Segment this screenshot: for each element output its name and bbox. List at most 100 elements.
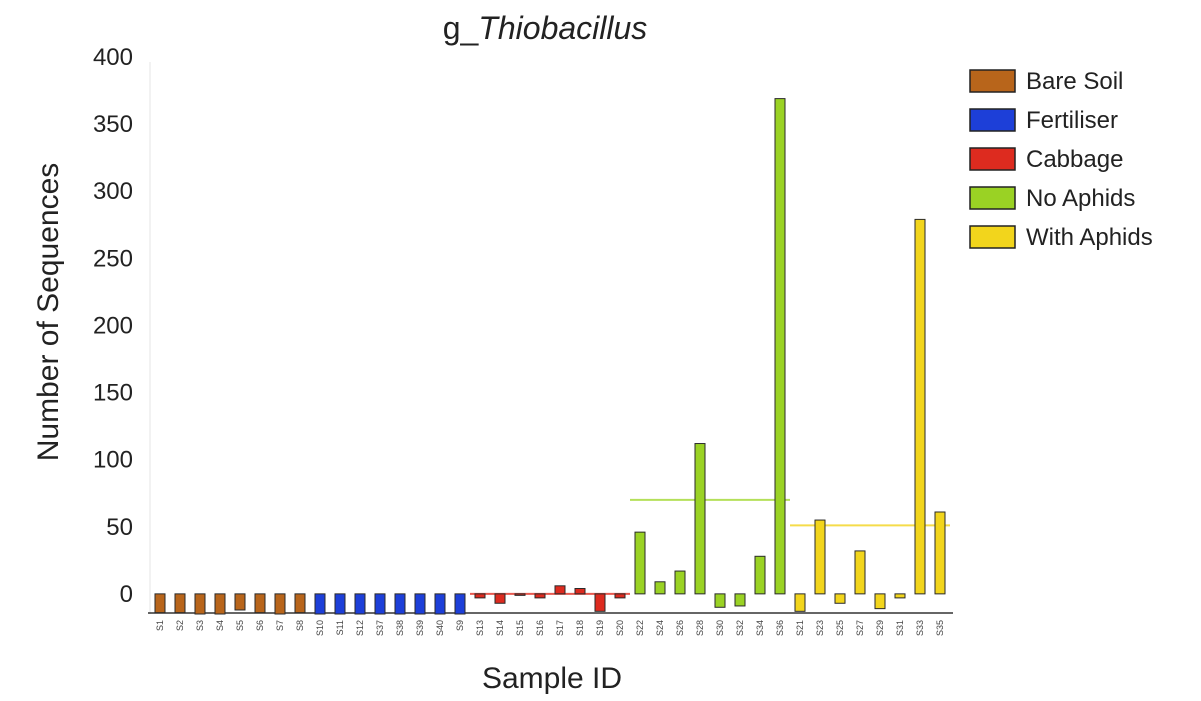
x-axis-label: Sample ID — [482, 662, 622, 695]
x-tick-label: S34 — [755, 620, 765, 636]
bar-s1 — [154, 593, 166, 614]
bar-s22 — [634, 531, 646, 595]
y-tick-label: 400 — [93, 44, 133, 71]
bar-s24 — [654, 581, 666, 595]
legend-swatch-cabbage — [969, 147, 1016, 171]
bar-s32 — [734, 593, 746, 607]
bar-s26 — [674, 570, 686, 595]
bar-s14 — [494, 593, 506, 604]
group-mean-lines — [470, 498, 950, 595]
x-tick-label: S25 — [835, 620, 845, 636]
legend-swatch-fertiliser — [969, 108, 1016, 132]
y-tick-label: 300 — [93, 178, 133, 205]
legend-label-no-aphids: No Aphids — [1026, 185, 1135, 212]
bar-s29 — [874, 593, 886, 610]
y-tick-label: 350 — [93, 111, 133, 138]
x-tick-label: S11 — [335, 620, 345, 635]
bar-s17 — [554, 585, 566, 595]
bar-s11 — [334, 593, 346, 615]
bar-s13 — [474, 593, 486, 599]
x-tick-label: S15 — [515, 620, 525, 636]
x-tick-label: S29 — [875, 620, 885, 636]
x-tick-label: S1 — [155, 620, 165, 631]
y-tick-label: 250 — [93, 245, 133, 272]
bar-s20 — [614, 593, 626, 599]
x-tick-label: S14 — [495, 620, 505, 636]
bar-s4 — [214, 593, 226, 615]
x-tick-label: S16 — [535, 620, 545, 636]
bar-s10 — [314, 593, 326, 615]
bar-s2 — [174, 593, 186, 614]
y-axis-label: Number of Sequences — [32, 163, 65, 462]
bar-s5 — [234, 593, 246, 611]
bar-s37 — [374, 593, 386, 615]
chart-title-prefix: g_ — [443, 10, 480, 46]
x-tick-label: S36 — [775, 620, 785, 636]
bar-s38 — [394, 593, 406, 615]
bar-s9 — [454, 593, 466, 615]
bar-s16 — [534, 593, 546, 599]
y-tick-label: 0 — [120, 581, 133, 608]
y-tick-label: 50 — [106, 514, 133, 541]
bar-s25 — [834, 593, 846, 604]
x-tick-label: S5 — [235, 620, 245, 631]
bar-s18 — [574, 588, 586, 595]
x-tick-label: S10 — [315, 620, 325, 636]
x-tick-label: S8 — [295, 620, 305, 631]
x-tick-label: S20 — [615, 620, 625, 636]
x-tick-label: S28 — [695, 620, 705, 636]
x-tick-label: S18 — [575, 620, 585, 636]
x-tick-label: S2 — [175, 620, 185, 631]
x-tick-label: S24 — [655, 620, 665, 636]
bar-s19 — [594, 593, 606, 612]
bar-s40 — [434, 593, 446, 615]
x-tick-label: S21 — [795, 620, 805, 636]
x-tick-label: S4 — [215, 620, 225, 631]
y-tick-label: 200 — [93, 312, 133, 339]
bar-s8 — [294, 593, 306, 614]
y-tick-label: 150 — [93, 380, 133, 407]
x-tick-label: S3 — [195, 620, 205, 631]
y-tick-label: 100 — [93, 447, 133, 474]
bar-s27 — [854, 550, 866, 595]
x-tick-label: S26 — [675, 620, 685, 636]
bar-s28 — [694, 443, 706, 595]
legend-label-bare-soil: Bare Soil — [1026, 68, 1123, 95]
x-tick-label: S6 — [255, 620, 265, 631]
legend-swatch-bare-soil — [969, 69, 1016, 93]
chart-title-genus: Thiobacillus — [478, 10, 647, 46]
x-tick-label: S22 — [635, 620, 645, 636]
x-tick-label: S12 — [355, 620, 365, 636]
bar-s23 — [814, 519, 826, 595]
x-tick-label: S35 — [935, 620, 945, 636]
x-tick-label: S19 — [595, 620, 605, 636]
y-axis-ticks: 0 50 100 150 200 250 300 350 400 — [93, 44, 133, 608]
bar-s30 — [714, 593, 726, 608]
x-axis-ticks: S1 S2 S3 S4 S5 S6 S7 S8 S10 S11 S12 S37 S38 S39 S40 S9 S… — [155, 620, 945, 636]
x-tick-label: S30 — [715, 620, 725, 636]
legend-swatch-with-aphids — [969, 225, 1016, 249]
bar-s15 — [514, 593, 526, 596]
legend-swatch-no-aphids — [969, 186, 1016, 210]
bar-s7 — [274, 593, 286, 615]
x-tick-label: S37 — [375, 620, 385, 636]
x-tick-label: S40 — [435, 620, 445, 636]
bar-s12 — [354, 593, 366, 615]
bar-s39 — [414, 593, 426, 615]
x-tick-label: S39 — [415, 620, 425, 636]
bar-s34 — [754, 555, 766, 595]
chart-title: g_Thiobacillus — [443, 10, 648, 46]
bar-s3 — [194, 593, 206, 615]
bar-s21 — [794, 593, 806, 612]
x-tick-label: S7 — [275, 620, 285, 631]
bar-s35 — [934, 511, 946, 595]
x-tick-label: S9 — [455, 620, 465, 631]
bar-s6 — [254, 593, 266, 614]
legend: Bare Soil Fertiliser Cabbage No Aphids With … — [969, 68, 1153, 251]
x-tick-label: S23 — [815, 620, 825, 636]
bars — [154, 98, 946, 615]
bar-s33 — [914, 218, 926, 595]
x-tick-label: S33 — [915, 620, 925, 636]
x-tick-label: S38 — [395, 620, 405, 636]
